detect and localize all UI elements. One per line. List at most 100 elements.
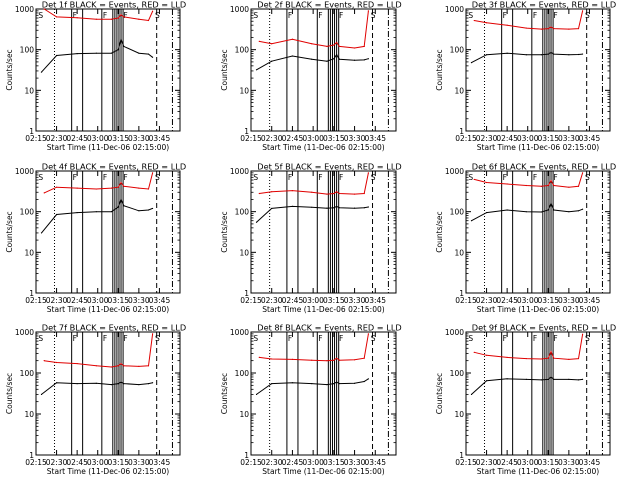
data-point-events: [76, 211, 78, 214]
y-axis-label: Counts/sec: [220, 49, 229, 90]
annotation-label: S: [155, 173, 160, 182]
data-point-events: [525, 378, 527, 380]
data-point-events: [581, 378, 584, 380]
series-line-lld: [259, 10, 369, 49]
data-point-events: [271, 60, 273, 62]
y-tick-label: 10: [454, 248, 464, 257]
annotation-label: S: [585, 11, 590, 20]
annotation-label: S: [468, 334, 473, 343]
annotation-label: S: [38, 11, 43, 20]
data-point-events: [577, 379, 580, 381]
annotation-label: F: [533, 11, 537, 20]
data-point-events: [110, 52, 113, 54]
x-tick-label: 02:30: [261, 134, 283, 143]
y-tick-label: 1: [459, 127, 464, 136]
x-tick-label: 03:00: [517, 134, 539, 143]
data-point-events: [550, 202, 552, 204]
annotation-label: S: [38, 173, 43, 182]
data-point-lld: [577, 27, 580, 30]
y-axis-label: Counts/sec: [435, 373, 444, 414]
data-point-lld: [577, 185, 580, 187]
annotation-label: F: [103, 11, 107, 20]
data-point-lld: [43, 8, 45, 10]
annotation-label: F: [553, 173, 557, 182]
annotation-label: F: [73, 173, 77, 182]
data-point-events: [485, 380, 488, 382]
y-tick-label: 1: [29, 127, 34, 136]
y-tick-label: 10: [454, 86, 464, 95]
data-point-lld: [311, 43, 313, 45]
data-point-lld: [363, 45, 365, 48]
x-tick-label: 03:15: [323, 296, 345, 305]
data-point-events: [311, 58, 313, 60]
data-point-events: [55, 54, 58, 57]
annotation-label: S: [585, 173, 590, 182]
data-point-lld: [123, 16, 125, 18]
detector-panel-7: Det 7f BLACK = Events, RED = LLD 1 10 100 10…: [5, 323, 186, 477]
data-point-events: [76, 383, 78, 385]
data-point-events: [120, 198, 122, 201]
data-point-lld: [117, 365, 119, 367]
y-tick-label: 1000: [445, 167, 464, 176]
data-point-lld: [333, 359, 335, 361]
data-point-events: [95, 382, 97, 384]
data-point-events: [363, 59, 365, 61]
panel-title: Det 9f BLACK = Events, RED = LLD: [472, 323, 616, 333]
y-axis-label: Counts/sec: [5, 373, 14, 414]
y-axis-label: Counts/sec: [220, 211, 229, 252]
data-point-lld: [353, 47, 356, 49]
data-point-events: [147, 209, 150, 211]
data-point-events: [553, 53, 555, 55]
annotation-label: F: [318, 173, 322, 182]
y-tick-label: 10: [239, 410, 249, 419]
data-point-lld: [147, 365, 150, 367]
x-tick-label: 03:30: [558, 458, 580, 467]
data-point-events: [550, 376, 552, 378]
x-tick-label: 02:15: [240, 458, 262, 467]
data-point-events: [367, 58, 369, 60]
x-tick-label: 03:15: [537, 134, 559, 143]
data-point-events: [326, 207, 328, 209]
data-point-events: [271, 207, 273, 210]
annotation-label: F: [533, 173, 537, 182]
data-point-lld: [338, 359, 340, 361]
data-point-events: [353, 382, 356, 384]
x-axis-label: Start Time (11-Dec-06 02:15:00): [47, 305, 169, 314]
data-point-lld: [258, 40, 260, 42]
series-line-lld: [259, 333, 369, 362]
data-point-events: [95, 211, 97, 213]
data-point-lld: [473, 351, 475, 353]
annotation-label: F: [103, 173, 107, 182]
data-point-lld: [43, 192, 45, 194]
data-point-lld: [291, 189, 294, 192]
x-tick-label: 02:45: [66, 458, 88, 467]
data-point-lld: [271, 191, 273, 193]
data-point-events: [336, 205, 338, 207]
y-axis-label: Counts/sec: [5, 211, 14, 252]
data-point-lld: [151, 10, 154, 12]
x-tick-label: 02:15: [25, 296, 47, 305]
annotation-label: F: [123, 11, 127, 20]
x-tick-label: 02:15: [240, 134, 262, 143]
data-point-events: [581, 208, 584, 210]
data-point-lld: [333, 192, 335, 195]
series-line-events: [471, 376, 583, 395]
panel-title: Det 7f BLACK = Events, RED = LLD: [42, 323, 186, 333]
data-point-lld: [336, 357, 338, 359]
data-point-lld: [123, 185, 125, 187]
data-point-events: [485, 54, 488, 56]
data-point-events: [120, 381, 122, 383]
plot-frame: [250, 8, 397, 132]
data-point-events: [147, 383, 150, 385]
x-tick-label: 03:00: [302, 458, 324, 467]
detector-panel-6: Det 6f BLACK = Events, RED = LLD 1 10 100 10…: [435, 162, 616, 315]
y-tick-label: 10: [239, 86, 249, 95]
data-point-events: [123, 45, 125, 48]
data-point-events: [363, 207, 365, 209]
y-tick-label: 1: [244, 289, 249, 298]
data-point-events: [117, 49, 119, 51]
data-point-lld: [326, 360, 328, 362]
data-point-events: [553, 378, 555, 380]
data-point-lld: [367, 172, 369, 174]
